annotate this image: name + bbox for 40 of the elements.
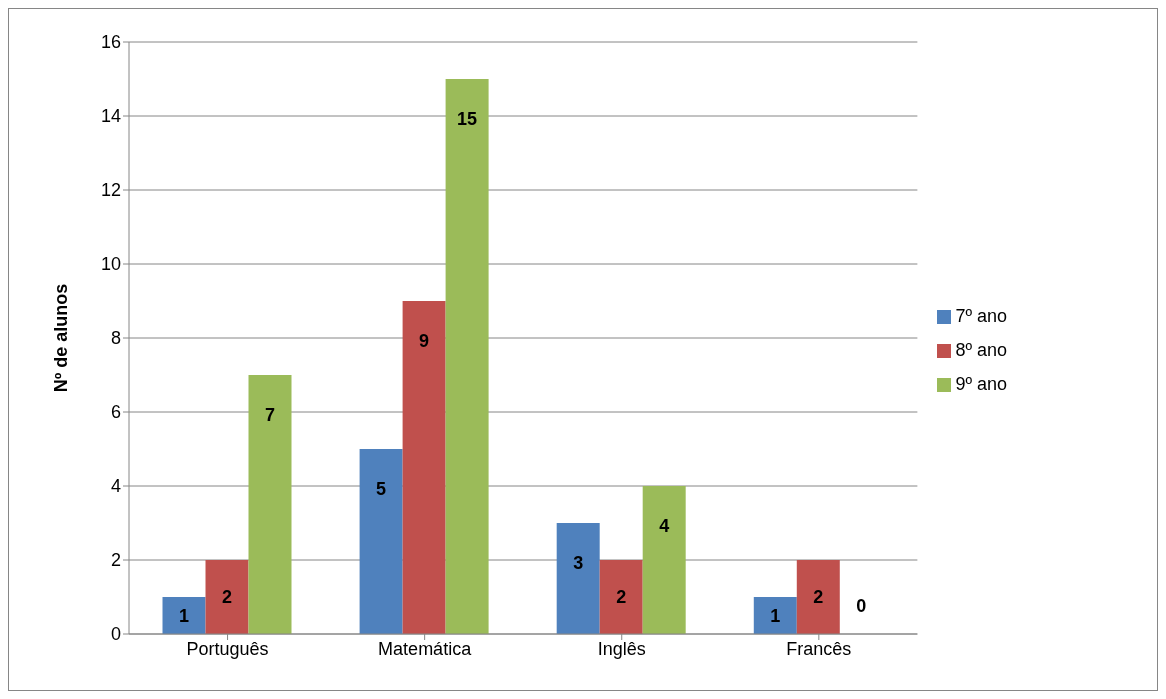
data-label: 3 xyxy=(573,553,584,573)
bar xyxy=(162,597,206,634)
bar xyxy=(796,560,840,634)
x-tick-label: Matemática xyxy=(378,638,473,659)
legend-label: 8º ano xyxy=(955,339,1007,360)
y-tick-label: 0 xyxy=(110,624,121,645)
legend-label: 7º ano xyxy=(955,305,1007,326)
y-tick-label: 16 xyxy=(100,32,121,53)
bar xyxy=(642,486,686,634)
x-tick-label: Francês xyxy=(786,638,852,659)
y-tick-label: 6 xyxy=(110,402,121,423)
data-label: 7 xyxy=(265,405,276,425)
data-label: 0 xyxy=(856,596,867,616)
data-label: 1 xyxy=(770,605,781,626)
y-tick-label: 4 xyxy=(110,476,121,497)
data-label: 4 xyxy=(659,516,670,536)
data-label: 2 xyxy=(813,587,824,607)
y-tick-label: 2 xyxy=(110,550,121,571)
x-tick-label: Inglês xyxy=(597,638,646,659)
bar xyxy=(753,597,797,634)
y-tick-label: 14 xyxy=(100,106,121,127)
bar xyxy=(359,449,403,634)
data-label: 5 xyxy=(376,479,387,499)
y-tick-label: 12 xyxy=(100,180,121,201)
y-axis-title: Nº de alunos xyxy=(51,283,72,393)
x-tick-label: Português xyxy=(186,638,269,659)
data-label: 9 xyxy=(419,331,430,351)
data-label: 2 xyxy=(222,587,233,607)
bar xyxy=(402,301,446,634)
y-tick-label: 10 xyxy=(100,254,121,275)
bar xyxy=(599,560,643,634)
bar xyxy=(248,375,292,634)
bar xyxy=(205,560,249,634)
data-label: 15 xyxy=(457,109,478,129)
data-label: 2 xyxy=(616,587,627,607)
legend-label: 9º ano xyxy=(955,373,1007,394)
data-label: 1 xyxy=(179,605,190,626)
bar xyxy=(445,79,489,634)
y-tick-label: 8 xyxy=(110,328,121,349)
bar xyxy=(556,523,600,634)
